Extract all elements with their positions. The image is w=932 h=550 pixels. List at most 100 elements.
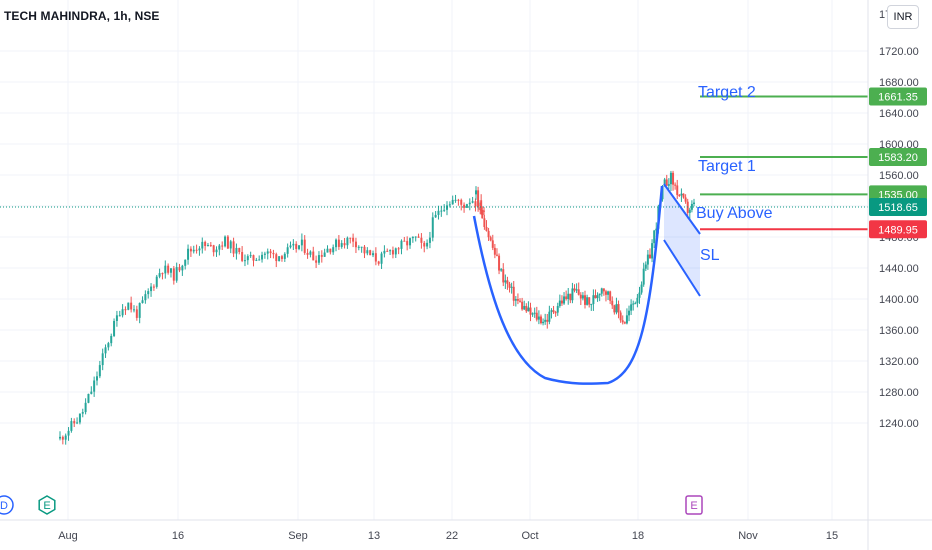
candle-body — [688, 209, 691, 213]
price-level-badge: 1583.20 — [878, 152, 918, 164]
x-axis-tick-label: 22 — [446, 530, 458, 542]
candle-body — [426, 242, 429, 247]
candle-body — [261, 254, 264, 260]
candle-body — [280, 256, 283, 259]
candle-body — [221, 245, 224, 247]
candle-body — [625, 315, 628, 324]
candle-body — [87, 393, 90, 403]
candle-body — [195, 249, 198, 251]
candle-body — [73, 421, 76, 424]
candle-body — [315, 260, 318, 263]
candle-body — [504, 280, 507, 283]
candle-body — [309, 251, 312, 255]
candle-body — [144, 294, 147, 301]
candle-body — [636, 297, 639, 304]
currency-button[interactable]: INR — [887, 5, 919, 29]
candle-body — [465, 204, 468, 208]
candle-body — [98, 365, 101, 377]
event-marker-letter: E — [690, 500, 697, 512]
candle-body — [132, 309, 135, 311]
candle-body — [481, 209, 484, 219]
candle-body — [113, 320, 116, 336]
price-level-badge-bg — [869, 87, 927, 106]
candle-body — [380, 253, 383, 264]
candle-body — [169, 268, 172, 273]
candle-body — [539, 316, 542, 324]
candle-body — [323, 252, 326, 257]
price-level-badge: 1489.95 — [878, 224, 918, 236]
candle-body — [90, 391, 93, 394]
flag-channel-upper — [663, 183, 701, 235]
candle-body — [95, 376, 98, 381]
x-axis-tick-label: 16 — [172, 530, 184, 542]
candle-body — [184, 259, 187, 266]
candle-body — [64, 435, 67, 440]
candle-body — [607, 291, 610, 295]
candle-body — [531, 313, 534, 315]
candle-body — [275, 254, 278, 262]
candle-body — [320, 255, 323, 257]
candle-body — [383, 250, 386, 254]
candle-body — [238, 247, 241, 253]
event-marker-letter: D — [0, 500, 8, 512]
candle-body — [487, 230, 490, 238]
candle-body — [596, 295, 599, 299]
candle-body — [519, 300, 522, 302]
candle-body — [644, 264, 647, 269]
candle-body — [502, 269, 505, 283]
candle-body — [158, 273, 161, 277]
candle-body — [306, 252, 309, 255]
flag-channel-lower — [663, 239, 701, 297]
earnings-marker-icon — [38, 495, 56, 515]
price-level-badge: 1661.35 — [878, 91, 918, 103]
candle-body — [150, 286, 153, 292]
candle-body — [317, 255, 320, 263]
candle-body — [391, 250, 394, 255]
candle-body — [642, 268, 645, 285]
candle-body — [61, 436, 64, 440]
price-level-label: SL — [700, 247, 720, 264]
candle-body — [581, 295, 584, 299]
candle-body — [477, 190, 480, 208]
candle-body — [394, 248, 397, 255]
candle-body — [471, 201, 474, 203]
candle-body — [329, 248, 332, 253]
candle-body — [648, 254, 651, 259]
y-axis-tick-label: 1440.00 — [879, 263, 919, 275]
candle-body — [454, 199, 457, 201]
candle-body — [107, 343, 110, 348]
candle-body — [521, 301, 524, 310]
candle-body — [554, 312, 557, 314]
candle-body — [406, 241, 409, 246]
candle-body — [590, 304, 593, 306]
candle-body — [70, 421, 73, 431]
candle-body — [187, 248, 190, 260]
candle-body — [84, 402, 87, 413]
candle-body — [653, 230, 656, 244]
price-level-badge-bg — [869, 148, 927, 167]
candle-body — [295, 243, 298, 249]
candle-body — [690, 203, 693, 210]
candle-body — [255, 259, 258, 261]
candle-body — [326, 248, 329, 253]
candle-body — [682, 193, 685, 198]
candle-body — [617, 304, 620, 313]
candle-body — [542, 321, 545, 324]
candle-body — [118, 315, 121, 317]
x-axis-tick-label: Aug — [58, 530, 78, 542]
candle-body — [667, 184, 670, 186]
candle-body — [586, 297, 589, 305]
candle-body — [646, 254, 649, 265]
x-axis-tick-label: 18 — [632, 530, 644, 542]
candle-body — [258, 259, 261, 261]
y-axis-tick-label: 1600.00 — [879, 139, 919, 151]
candle-body — [252, 255, 255, 261]
candle-body — [615, 304, 618, 313]
candle-body — [674, 184, 677, 186]
candle-body — [640, 284, 643, 293]
y-axis-tick-label: 1680.00 — [879, 77, 919, 89]
y-axis-tick-label: 1640.00 — [879, 108, 919, 120]
candle-body — [588, 297, 591, 305]
